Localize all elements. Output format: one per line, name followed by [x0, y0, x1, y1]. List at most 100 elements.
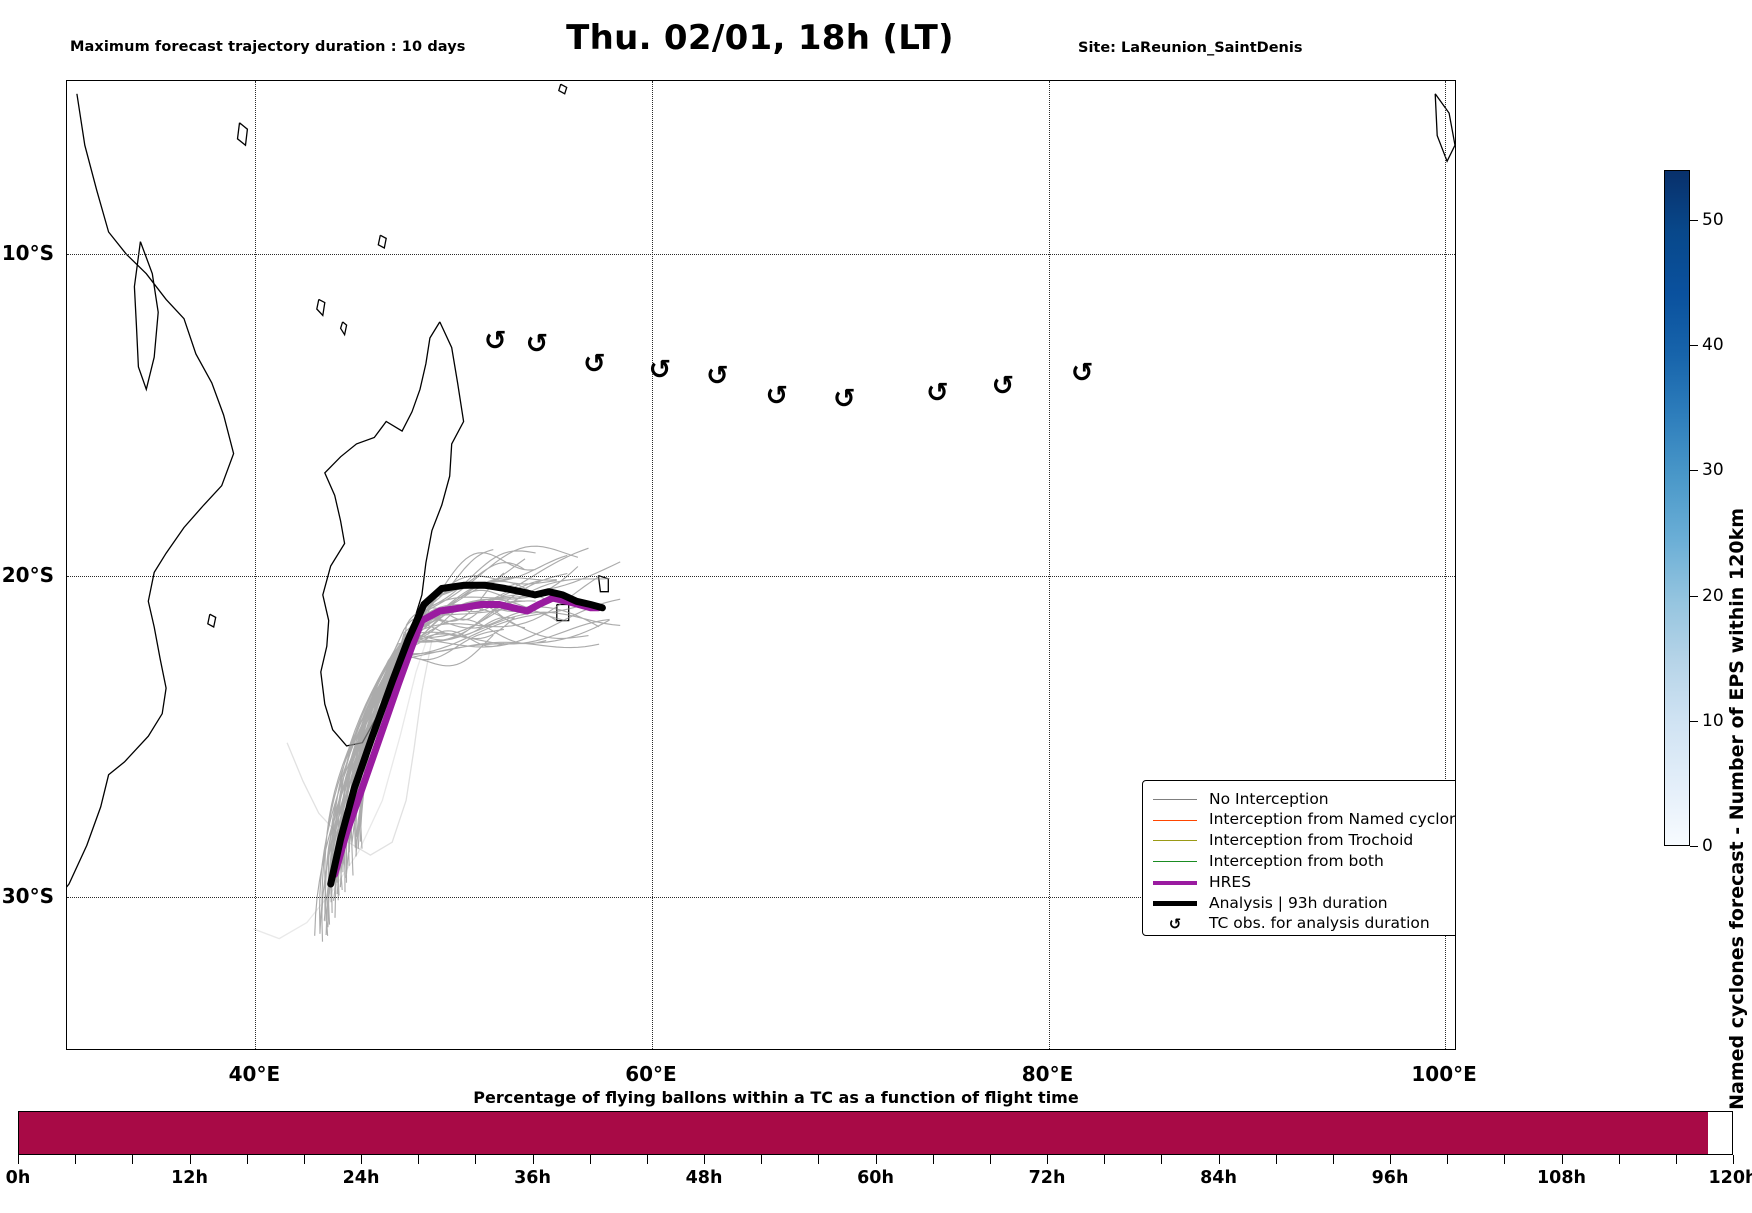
cyclone-icon: ↺	[1168, 914, 1182, 933]
percentage-bar-tick-label: 0h	[5, 1168, 31, 1188]
legend-label: TC obs. for analysis duration	[1209, 914, 1430, 933]
percentage-bar-tick	[589, 1155, 591, 1164]
percentage-bar-tick-label: 48h	[685, 1168, 723, 1188]
map-x-tick-label: 100°E	[1411, 1062, 1477, 1086]
colorbar-tick	[1690, 846, 1698, 847]
colorbar-tick-label: 50	[1702, 210, 1724, 231]
percentage-bar-tick	[761, 1155, 763, 1164]
percentage-bar-tick-label: 24h	[342, 1168, 380, 1188]
legend-swatch-line	[1153, 798, 1197, 800]
percentage-bar-tick-label: 12h	[171, 1168, 208, 1188]
percentage-bar-tick	[1275, 1155, 1277, 1164]
map-x-tick-label: 60°E	[625, 1062, 677, 1086]
percentage-bar-tick	[875, 1155, 877, 1164]
legend-swatch-line	[1153, 861, 1197, 863]
percentage-bar-track[interactable]	[18, 1111, 1733, 1155]
legend-swatch-line	[1153, 819, 1197, 821]
gridline-vertical	[255, 81, 257, 1049]
colorbar-tick-label: 0	[1702, 836, 1713, 856]
legend-swatch-line	[1153, 880, 1197, 885]
percentage-bar-tick	[704, 1155, 705, 1164]
percentage-bar-tick	[1161, 1155, 1163, 1164]
percentage-bar-tick	[818, 1155, 820, 1164]
legend-row-hres[interactable]: HRES	[1143, 872, 1455, 893]
coastline-layer	[67, 81, 1456, 1050]
percentage-bar-tick	[1332, 1155, 1334, 1164]
header-left-line-1: Maximum forecast trajectory duration : 1…	[70, 39, 466, 56]
legend-row-analysis[interactable]: Analysis | 93h duration	[1143, 893, 1455, 914]
legend-row-named-cyclone[interactable]: Interception from Named cyclone	[1143, 810, 1456, 831]
gridline-horizontal	[67, 896, 1455, 898]
legend-label: Interception from Named cyclone	[1209, 810, 1456, 829]
gridline-vertical	[651, 81, 653, 1049]
percentage-bar-tick	[18, 1155, 19, 1164]
legend-label: Analysis | 93h duration	[1209, 893, 1388, 912]
percentage-bar-tick	[418, 1155, 420, 1164]
percentage-bar-tick-label: 84h	[1200, 1168, 1237, 1188]
legend-label: HRES	[1209, 872, 1252, 891]
percentage-bar-tick-label: 120h	[1708, 1168, 1752, 1188]
legend-label: No Interception	[1209, 789, 1329, 808]
map-y-tick-label: 20°S	[1, 562, 54, 587]
legend-label: Interception from both	[1209, 852, 1384, 871]
colorbar[interactable]	[1664, 170, 1690, 846]
percentage-bar-tick	[1447, 1155, 1449, 1164]
map-y-tick-label: 30°S	[1, 883, 54, 908]
percentage-bar-tick-label: 72h	[1028, 1168, 1066, 1188]
legend-row-tc-obs[interactable]: ↺ TC obs. for analysis duration	[1143, 914, 1455, 935]
percentage-bar-tick-label: 108h	[1537, 1168, 1586, 1188]
colorbar-gradient	[1665, 171, 1689, 845]
colorbar-tick	[1690, 720, 1698, 722]
page-title: Thu. 02/01, 18h (LT)	[566, 18, 954, 58]
cyclone-icon: ↺	[1070, 357, 1094, 389]
percentage-bar-tick	[246, 1155, 248, 1164]
percentage-bar-tick	[1618, 1155, 1620, 1164]
gridline-horizontal	[67, 575, 1455, 577]
gridline-vertical	[1048, 81, 1050, 1049]
legend-swatch-line	[1153, 840, 1197, 842]
legend-label: Interception from Trochoid	[1209, 831, 1414, 850]
percentage-bar-tick	[1504, 1155, 1506, 1164]
percentage-bar-tick	[303, 1155, 305, 1164]
cyclone-icon: ↺	[832, 383, 856, 415]
percentage-bar-tick	[932, 1155, 934, 1164]
percentage-bar-tick	[646, 1155, 648, 1164]
cyclone-icon: ↺	[765, 380, 789, 412]
colorbar-tick-label: 40	[1702, 335, 1724, 356]
percentage-bar-tick	[1561, 1155, 1563, 1164]
site-label: Site: LaReunion_SaintDenis	[1078, 40, 1303, 57]
colorbar-tick-label: 30	[1702, 460, 1724, 481]
legend-row-no-interception[interactable]: No Interception	[1143, 789, 1455, 810]
percentage-bar-tick-label: 96h	[1371, 1168, 1409, 1188]
percentage-bar-tick-label: 36h	[514, 1168, 551, 1188]
gridline-vertical	[1445, 81, 1447, 1049]
percentage-bar-tick	[75, 1155, 77, 1164]
cyclone-icon: ↺	[926, 377, 949, 409]
percentage-bar-fill	[19, 1112, 1709, 1154]
trajectory-layer	[67, 81, 1456, 1050]
cyclone-icon: ↺	[991, 370, 1015, 402]
percentage-bar-tick	[361, 1155, 362, 1164]
colorbar-tick	[1690, 595, 1698, 597]
legend-box[interactable]: No Interception Interception from Named …	[1142, 780, 1456, 936]
colorbar-tick	[1690, 220, 1698, 222]
percentage-bar-tick	[532, 1155, 534, 1164]
percentage-bar-tick	[1733, 1155, 1734, 1164]
percentage-bar-tick	[132, 1155, 134, 1164]
colorbar-tick-label: 10	[1702, 710, 1724, 731]
percentage-bar-tick	[189, 1155, 191, 1164]
percentage-bar-tick	[1675, 1155, 1677, 1164]
legend-row-trochoid[interactable]: Interception from Trochoid	[1143, 831, 1455, 852]
cyclone-icon: ↺	[706, 360, 729, 392]
percentage-bar-tick	[475, 1155, 477, 1164]
cyclone-icon: ↺	[483, 325, 507, 357]
percentage-bar-tick	[1390, 1155, 1391, 1164]
cyclone-icon: ↺	[648, 354, 672, 386]
colorbar-tick	[1690, 345, 1698, 347]
map-plot-area[interactable]: ↺ ↺ ↺ ↺ ↺ ↺ ↺ ↺ ↺ ↺ No Interception Interception …	[66, 80, 1456, 1050]
percentage-bar-tick	[1218, 1155, 1220, 1164]
legend-row-both[interactable]: Interception from both	[1143, 851, 1455, 872]
percentage-bar-tick	[1104, 1155, 1106, 1164]
gridline-horizontal	[67, 254, 1455, 256]
